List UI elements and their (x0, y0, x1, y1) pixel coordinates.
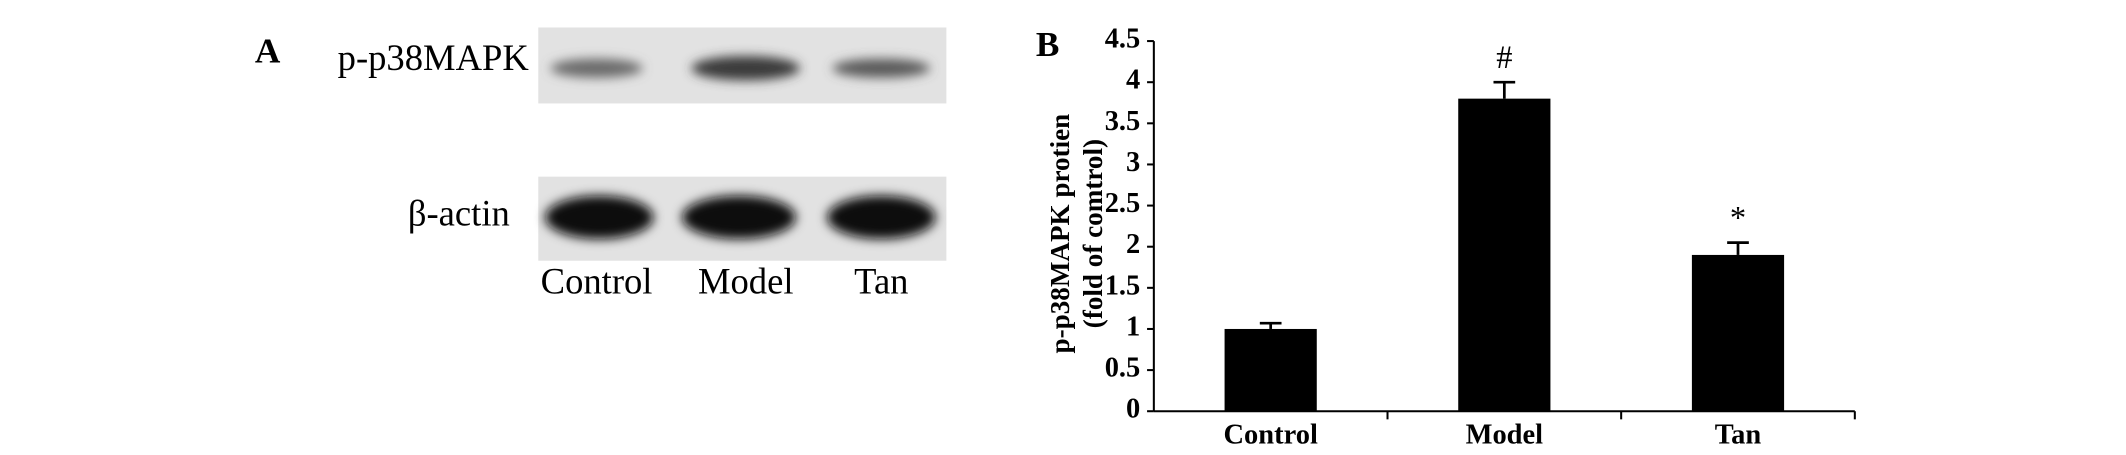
bands (545, 55, 936, 240)
y-tick-label: 0 (1126, 394, 1140, 425)
x-tick-label: Model (1466, 420, 1544, 451)
x-tick-label: Control (1223, 420, 1317, 451)
annotation: * (1730, 200, 1746, 236)
y-tick-label: 1.5 (1105, 270, 1141, 301)
y-tick-label: 2.5 (1105, 188, 1141, 219)
y-tick-label: 4.5 (1105, 24, 1141, 55)
y-tick-label: 2 (1126, 229, 1140, 260)
row-label: p-p38MAPK (338, 37, 530, 78)
bar (1458, 98, 1551, 412)
lane-label: Tan (854, 261, 908, 302)
panel-label: A (255, 32, 281, 71)
annotation: # (1496, 40, 1512, 76)
y-tick-label: 3 (1126, 147, 1140, 178)
lane-label: Control (541, 261, 653, 302)
y-tick-label: 4 (1126, 65, 1140, 96)
y-tick-label: 1 (1126, 311, 1140, 342)
y-tick-label: 3.5 (1105, 106, 1141, 137)
lane-label: Model (698, 261, 794, 302)
y-axis-label: (fold of comtrol) (1078, 139, 1108, 328)
panel-label: B (1036, 25, 1060, 64)
x-tick-label: Tan (1715, 420, 1762, 451)
row-label: β-actin (408, 193, 510, 234)
bar (1224, 328, 1317, 412)
bar (1691, 254, 1785, 412)
y-axis-label: p-p38MAPK protien (1045, 114, 1075, 354)
y-tick-label: 0.5 (1105, 353, 1141, 384)
